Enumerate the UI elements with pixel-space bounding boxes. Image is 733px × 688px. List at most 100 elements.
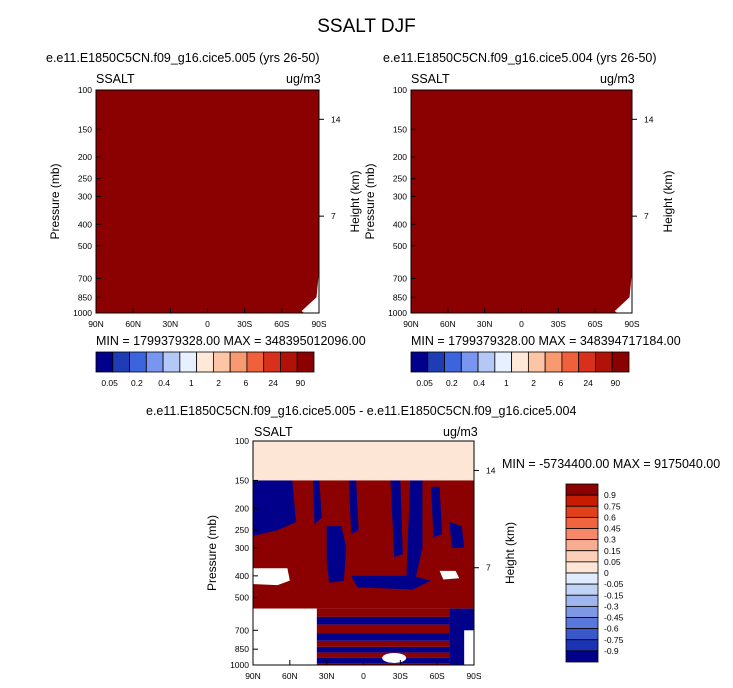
- colorbar3-box-12: [565, 617, 599, 630]
- y-tick-label-1-2: 200: [393, 152, 407, 162]
- colorbar2-box-3: [460, 351, 479, 373]
- diff-blue-blob-2: [326, 526, 347, 583]
- colorbar3-box-15: [565, 650, 599, 663]
- y-tick-label-0-6: 500: [78, 241, 92, 251]
- height-tick-label-1-0: 14: [644, 114, 654, 124]
- colorbar1-label-4: 2: [216, 378, 221, 388]
- colorbar3-box-10: [565, 594, 599, 607]
- y-tick-label-2-2: 200: [235, 503, 249, 513]
- y-tick-label-1-6: 500: [393, 241, 407, 251]
- colorbar3-box-9: [565, 583, 599, 596]
- x-tick-label-1-6: 90S: [624, 319, 639, 329]
- x-tick-label-2-3: 0: [361, 671, 366, 681]
- colorbar2-label-5: 6: [559, 378, 564, 388]
- colorbar3-box-5: [565, 539, 599, 552]
- y-axis-label-2: Pressure (mb): [205, 515, 219, 591]
- x-tick-label-2-5: 60S: [430, 671, 445, 681]
- colorbar1-box-2: [129, 351, 147, 373]
- colorbar1-box-4: [162, 351, 181, 373]
- colorbar3-label-6: 0.05: [604, 557, 621, 567]
- x-tick-label-0-2: 30N: [163, 319, 179, 329]
- diff-blue-blob-6: [431, 486, 443, 538]
- x-tick-label-0-0: 90N: [88, 319, 104, 329]
- figure-title: SSALT DJF: [317, 16, 416, 37]
- colorbar1-box-1: [112, 351, 130, 373]
- x-tick-label-0-6: 90S: [311, 319, 326, 329]
- colorbar2-box-7: [527, 351, 546, 373]
- diff-lower-band-8: [316, 663, 450, 665]
- diff-lower-band-3: [316, 633, 450, 641]
- colorbar1-box-12: [296, 351, 315, 373]
- colorbar1-label-7: 90: [296, 378, 306, 388]
- colorbar3-label-3: 0.45: [604, 524, 621, 534]
- y-tick-label-1-9: 1000: [388, 308, 407, 318]
- diff-white-hole-0: [253, 568, 290, 586]
- diff-lower-band-0: [316, 608, 450, 617]
- y-tick-label-0-0: 100: [78, 85, 92, 95]
- panel3-stats: MIN = -5734400.00 MAX = 9175040.00: [502, 457, 721, 471]
- diff-lower-sh-white: [464, 630, 474, 665]
- colorbar1-box-6: [196, 351, 214, 373]
- colorbar3-box-13: [565, 628, 599, 641]
- colorbar2-label-1: 0.2: [446, 378, 458, 388]
- x-tick-label-0-3: 0: [205, 319, 210, 329]
- x-tick-label-1-1: 60N: [440, 319, 456, 329]
- colorbar1-label-0: 0.05: [101, 378, 118, 388]
- y-axis-right-label-2: Height (km): [503, 522, 517, 584]
- y-tick-label-0-1: 150: [78, 124, 92, 134]
- y-tick-label-0-3: 250: [78, 174, 92, 184]
- colorbar3-label-12: -0.6: [604, 624, 619, 634]
- colorbar1-box-10: [263, 351, 281, 373]
- colorbar3-label-7: 0: [604, 568, 609, 578]
- colorbar3-box-7: [565, 561, 599, 574]
- diff-blue-blob-3: [348, 480, 359, 534]
- y-tick-label-0-8: 850: [78, 292, 92, 302]
- colorbar2-label-0: 0.05: [416, 378, 433, 388]
- diff-lower-band-4: [316, 640, 450, 647]
- diff-lower-band-7: [316, 657, 450, 664]
- colorbar2-box-10: [578, 351, 596, 373]
- x-tick-label-0-4: 30S: [237, 319, 252, 329]
- colorbar3-box-0: [565, 483, 599, 496]
- x-tick-label-2-2: 30N: [319, 671, 335, 681]
- x-tick-label-0-1: 60N: [125, 319, 141, 329]
- colorbar3-label-11: -0.45: [604, 613, 624, 623]
- y-tick-label-2-1: 150: [235, 475, 249, 485]
- diff-blue-blob-1: [313, 480, 322, 525]
- colorbar2-box-5: [494, 351, 513, 373]
- diff-blue-blob-4: [390, 480, 403, 558]
- panel1-title: e.e11.E1850C5CN.f09_g16.cice5.005 (yrs 2…: [46, 51, 320, 65]
- y-tick-label-1-1: 150: [393, 124, 407, 134]
- x-tick-label-1-4: 30S: [551, 319, 566, 329]
- y-axis-label-1: Pressure (mb): [363, 163, 377, 239]
- colorbar1-box-8: [229, 351, 248, 373]
- colorbar3-box-1: [565, 494, 599, 507]
- y-tick-label-2-8: 850: [235, 644, 249, 654]
- y-tick-label-2-6: 500: [235, 593, 249, 603]
- y-axis-right-label-1: Height (km): [661, 170, 675, 232]
- colorbar2-box-2: [444, 351, 462, 373]
- colorbar2-label-7: 90: [611, 378, 621, 388]
- y-tick-label-2-3: 250: [235, 525, 249, 535]
- panel3-units: ug/m3: [443, 425, 478, 439]
- panel2-title: e.e11.E1850C5CN.f09_g16.cice5.004 (yrs 2…: [383, 51, 657, 65]
- colorbar3-label-9: -0.15: [604, 590, 624, 600]
- colorbar1-box-0: [95, 351, 114, 373]
- diff-blue-blob-8: [351, 575, 432, 590]
- y-tick-label-0-5: 400: [78, 219, 92, 229]
- x-tick-label-1-5: 60S: [588, 319, 603, 329]
- y-tick-label-2-0: 100: [235, 436, 249, 446]
- height-tick-label-0-1: 7: [331, 211, 336, 221]
- x-tick-label-1-0: 90N: [403, 319, 419, 329]
- colorbar1-box-9: [246, 351, 265, 373]
- y-tick-label-1-5: 400: [393, 219, 407, 229]
- diff-lower-band-2: [316, 624, 450, 634]
- diff-lower-band-1: [316, 616, 450, 625]
- colorbar3-label-8: -0.05: [604, 579, 624, 589]
- height-tick-label-2-0: 14: [486, 465, 496, 475]
- colorbar3-label-1: 0.75: [604, 501, 621, 511]
- x-tick-label-2-4: 30S: [393, 671, 408, 681]
- colorbar3-box-14: [565, 639, 599, 652]
- colorbar1-label-3: 1: [189, 378, 194, 388]
